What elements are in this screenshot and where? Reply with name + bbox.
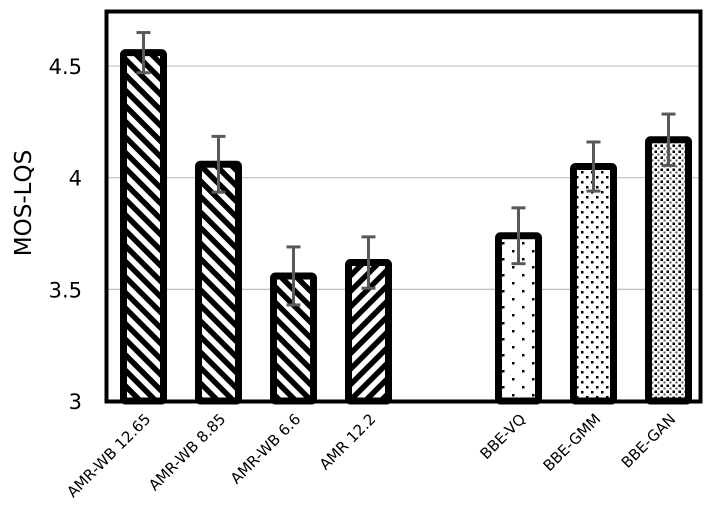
x-tick-label: AMR-WB 8.85	[145, 410, 229, 494]
y-tick-label: 3	[69, 390, 82, 414]
y-tick-label: 4	[69, 167, 82, 191]
bar	[570, 163, 617, 405]
y-tick-label: 4.5	[49, 55, 82, 79]
x-tick-label: BBE-GMM	[540, 410, 605, 475]
error-bars	[136, 31, 676, 307]
plot-frame	[104, 9, 703, 404]
x-tick-label: AMR-WB 6.6	[227, 410, 304, 487]
bar	[120, 49, 167, 405]
y-axis-label: MOS-LQS	[11, 150, 37, 256]
x-tick-label: BBE-GAN	[618, 410, 680, 472]
x-tick-label: BBE-VQ	[477, 410, 530, 463]
bar	[645, 136, 692, 405]
bars	[120, 49, 692, 405]
x-tick-label: AMR 12.2	[316, 410, 379, 473]
x-tick-label: AMR-WB 12.65	[63, 410, 154, 501]
y-axis-ticks: 3 3.5 4 4.5	[49, 55, 82, 414]
bar	[195, 160, 242, 405]
y-tick-label: 3.5	[49, 278, 82, 302]
